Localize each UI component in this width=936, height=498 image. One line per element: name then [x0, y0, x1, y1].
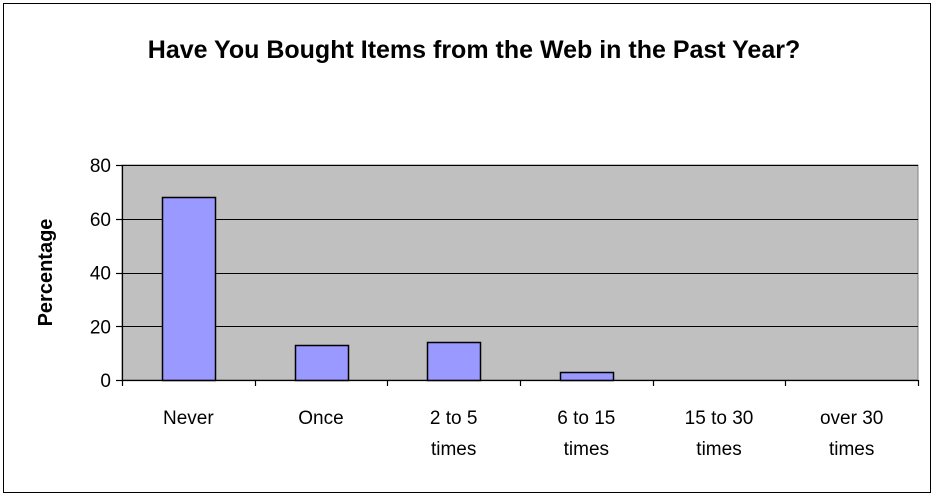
y-tick-label: 80	[90, 156, 111, 177]
x-tick-label: 6 to 15	[557, 408, 615, 429]
x-tick-label: times	[431, 439, 476, 460]
x-tick-label: over 30	[820, 408, 883, 429]
y-tick-label: 0	[100, 371, 111, 392]
bar-2	[426, 341, 482, 382]
bars	[161, 196, 615, 382]
y-tick-label: 60	[90, 210, 111, 231]
x-tick-label: Once	[298, 408, 343, 429]
gridlines	[122, 165, 918, 327]
x-tick-label: Never	[163, 408, 214, 429]
plot-area	[121, 164, 919, 381]
bar-3	[559, 371, 615, 382]
x-tick-label: times	[564, 439, 609, 460]
bar-0	[161, 196, 217, 382]
chart-title: Have You Bought Items from the Web in th…	[147, 36, 801, 64]
axes	[116, 164, 920, 386]
x-tick-label: times	[696, 439, 741, 460]
x-tick-label: 2 to 5	[430, 408, 478, 429]
y-axis-title: Percentage	[35, 219, 57, 327]
bar-1	[294, 344, 350, 382]
y-tick-label: 40	[90, 264, 111, 285]
x-tick-label: 15 to 30	[685, 408, 754, 429]
x-tick-label: times	[829, 439, 874, 460]
y-tick-label: 20	[90, 317, 111, 338]
tick-labels: 0 20 40 60 80 Never Once 2 to 5 times 6 to 15 time…	[90, 156, 883, 460]
